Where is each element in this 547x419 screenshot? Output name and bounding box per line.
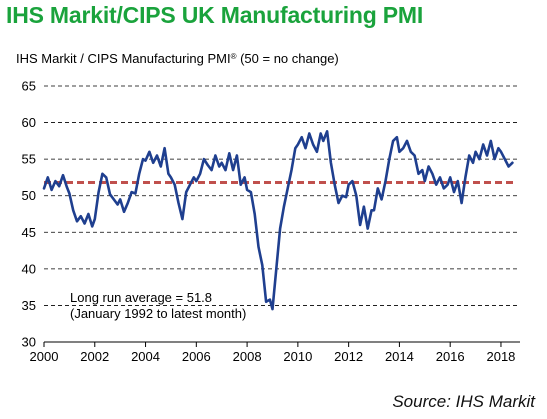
x-tick-label: 2016 xyxy=(436,349,465,364)
x-tick-label: 2018 xyxy=(486,349,515,364)
y-tick-label: 55 xyxy=(22,152,36,167)
y-tick-label: 50 xyxy=(22,188,36,203)
y-tick-label: 35 xyxy=(22,298,36,313)
x-axis: 2000 2002 2004 2006 2008 2010 2012 2014 2016 2018 xyxy=(30,341,520,364)
annotation-line-2: (January 1992 to latest month) xyxy=(70,306,246,321)
y-grid xyxy=(44,85,520,306)
y-tick-label: 60 xyxy=(22,115,36,130)
x-tick-label: 2006 xyxy=(182,349,211,364)
y-axis: 30 35 40 45 50 55 60 65 xyxy=(22,79,36,350)
pmi-series-line xyxy=(42,130,514,311)
y-tick-label: 65 xyxy=(22,79,36,94)
source-note: Source: IHS Markit xyxy=(392,392,535,411)
x-tick-label: 2010 xyxy=(283,349,312,364)
chart-subtitle: IHS Markit / CIPS Manufacturing PMI® (50… xyxy=(16,51,339,66)
y-tick-label: 40 xyxy=(22,261,36,276)
registered-mark: ® xyxy=(231,52,237,61)
y-tick-label: 30 xyxy=(22,335,36,350)
x-tick-label: 2000 xyxy=(30,349,59,364)
x-tick-label: 2002 xyxy=(80,349,109,364)
annotation-line-1: Long run average = 51.8 xyxy=(70,290,212,305)
x-tick-label: 2012 xyxy=(334,349,363,364)
x-tick-label: 2008 xyxy=(233,349,262,364)
x-tick-label: 2004 xyxy=(131,349,160,364)
chart-title: IHS Markit/CIPS UK Manufacturing PMI xyxy=(6,2,424,28)
y-tick-label: 45 xyxy=(22,225,36,240)
x-tick-label: 2014 xyxy=(385,349,414,364)
